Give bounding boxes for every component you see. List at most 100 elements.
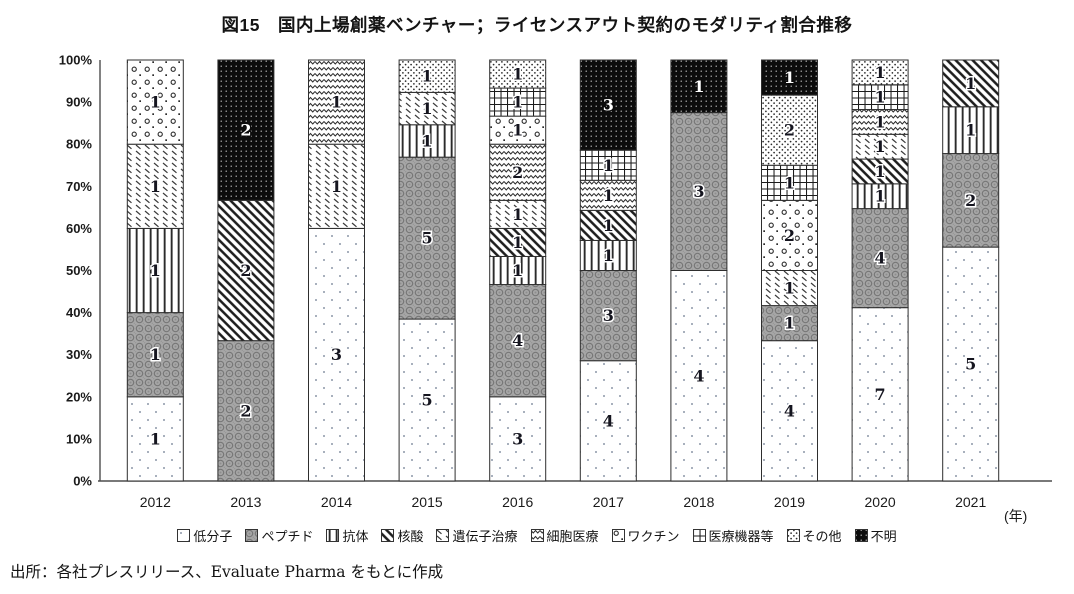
bar-segment-2019-dots-dense	[761, 94, 818, 166]
bar-segment-2015-dots-sparse	[398, 318, 456, 482]
segment-value-label: 2	[240, 261, 251, 280]
y-tick-label: 40%	[66, 305, 92, 320]
legend-item-dots-sparse: 低分子	[177, 526, 232, 545]
stacked-bar-chart: 0% 10% 20% 30% 40% 50% 60% 70% 80% 90% 100% 1 1 1 1 1 20…	[59, 53, 1052, 524]
legend-label: 医療機器等	[708, 529, 774, 544]
y-tick-label: 80%	[66, 137, 92, 152]
legend-swatch-icon	[245, 529, 259, 542]
legend-item-circles-sparse: ワクチン	[611, 526, 680, 545]
bar-segment-2017-dots-sparse	[579, 360, 637, 482]
segment-value-label: 1	[784, 68, 795, 87]
bar-segment-2018-gray-rings	[670, 112, 728, 271]
legend-label: 遺伝子治療	[452, 529, 518, 544]
x-tick-label: 2021	[955, 494, 986, 510]
bar-segment-2013-gray-rings	[217, 340, 275, 482]
legend-item-diagonal-dense: 核酸	[381, 526, 423, 545]
segment-value-label: 1	[422, 99, 433, 118]
legend-item-zigzag: 細胞医療	[530, 526, 599, 545]
x-tick-label: 2020	[865, 494, 896, 510]
segment-value-label: 1	[784, 279, 795, 298]
bar-segment-2014-diagonal-light	[308, 143, 365, 229]
bar-segment-2019-solid-black	[761, 59, 818, 96]
x-tick-label: 2014	[321, 494, 352, 510]
segment-value-label: 2	[512, 163, 523, 182]
bar-segment-2016-gray-rings	[489, 284, 547, 398]
segment-value-label: 7	[875, 385, 886, 404]
bar-segment-2012-circles-sparse	[126, 59, 184, 145]
bar-segment-2016-diagonal-light	[489, 199, 547, 229]
segment-value-label: 1	[422, 131, 433, 150]
bar-segment-2016-zigzag	[489, 143, 547, 201]
segment-value-label: 1	[875, 63, 886, 82]
legend-item-solid-black: 不明	[854, 526, 897, 545]
y-tick-label: 100%	[59, 53, 93, 68]
segment-value-label: 1	[331, 177, 342, 196]
segment-value-label: 3	[603, 306, 614, 325]
legend-label: 細胞医療	[546, 529, 599, 544]
bar-segment-2019-gray-rings	[761, 305, 818, 342]
segment-value-label: 4	[875, 249, 886, 268]
legend-swatch-icon	[854, 529, 868, 542]
segment-value-label: 1	[965, 121, 976, 140]
segment-value-label: 4	[512, 331, 523, 350]
legend-swatch-icon	[177, 529, 191, 542]
x-tick-label: 2016	[502, 494, 533, 510]
segment-value-label: 1	[875, 137, 886, 156]
chart-title: 図15 国内上場創薬ベンチャー；ライセンスアウト契約のモダリティ割合推移	[221, 15, 853, 35]
bar-segment-2021-diagonal-dense	[942, 59, 1000, 108]
x-tick-label: 2019	[774, 494, 805, 510]
segment-value-label: 1	[875, 187, 886, 206]
segment-value-label: 2	[240, 401, 251, 420]
bar-segment-2015-dots-dense	[398, 59, 456, 93]
bar-segment-2020-zigzag	[851, 109, 909, 135]
segment-value-label: 3	[603, 96, 614, 115]
segment-value-label: 4	[603, 411, 614, 430]
segment-value-label: 1	[603, 246, 614, 265]
bar-segment-2017-diagonal-dense	[579, 209, 637, 241]
source-note: 出所：各社プレスリリース、Evaluate Pharma をもとに作成	[10, 563, 444, 581]
legend-item-diagonal-light: 遺伝子治療	[436, 526, 518, 545]
segment-value-label: 1	[784, 173, 795, 192]
segment-value-label: 2	[965, 191, 976, 210]
segment-value-label: 1	[150, 261, 161, 280]
segment-value-label: 5	[422, 229, 433, 248]
segment-value-label: 1	[331, 93, 342, 112]
legend-label: ワクチン	[627, 529, 680, 544]
segment-value-label: 1	[693, 77, 704, 96]
bar-segment-2012-dots-sparse	[126, 396, 184, 482]
legend-swatch-icon	[381, 529, 395, 542]
segment-value-label: 1	[603, 156, 614, 175]
legend-label: その他	[802, 529, 842, 544]
bar-segment-2020-dots-dense	[851, 59, 909, 86]
bar-segment-2015-gray-rings	[398, 156, 456, 320]
segment-value-label: 1	[150, 429, 161, 448]
legend-item-gray-rings: ペプチド	[245, 526, 313, 545]
bar-segment-2016-diagonal-dense	[489, 227, 547, 257]
x-tick-label: 2015	[412, 494, 443, 510]
segment-value-label: 5	[422, 391, 433, 410]
bar-segment-2020-dots-sparse	[851, 307, 909, 482]
y-tick-label: 10%	[66, 431, 92, 446]
segment-value-label: 3	[331, 345, 342, 364]
segment-value-label: 3	[693, 182, 704, 201]
bar-segment-2012-gray-rings	[126, 312, 184, 398]
legend-item-vertical-lines: 抗体	[326, 526, 368, 545]
bar-segment-2014-dots-sparse	[308, 227, 365, 482]
bar-segment-2019-grid	[761, 164, 818, 201]
legend-swatch-icon	[786, 529, 800, 542]
bar-segment-2016-vertical-lines	[489, 255, 547, 286]
segment-value-label: 1	[512, 65, 523, 84]
x-tick-label: 2018	[683, 494, 714, 510]
y-tick-label: 60%	[66, 221, 92, 236]
bar-segment-2017-gray-rings	[579, 270, 637, 362]
segment-value-label: 1	[875, 88, 886, 107]
bar-segment-2012-diagonal-light	[126, 143, 184, 229]
bar-segment-2017-vertical-lines	[579, 239, 637, 272]
legend-swatch-icon	[692, 529, 706, 542]
y-tick-label: 50%	[66, 263, 92, 278]
bar-segment-2020-gray-rings	[851, 208, 909, 309]
y-tick-label: 70%	[66, 179, 92, 194]
segment-value-label: 2	[784, 121, 795, 140]
bar-segment-2019-dots-sparse	[761, 340, 818, 482]
bar-segment-2019-diagonal-light	[761, 270, 818, 307]
